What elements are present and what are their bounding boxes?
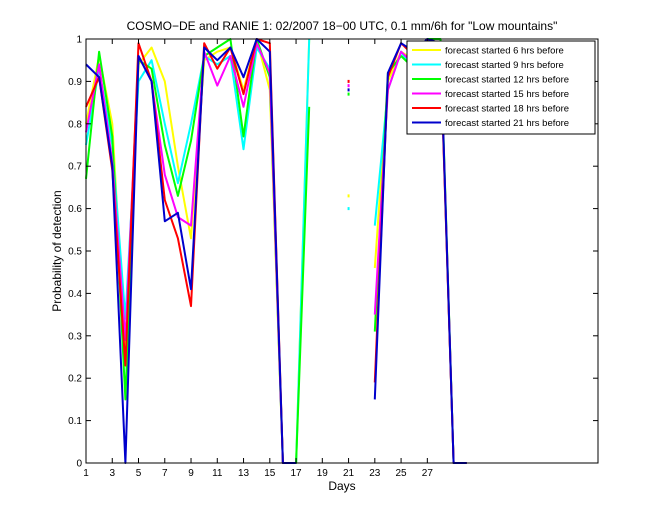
y-tick-label: 0.4 [68, 289, 82, 300]
x-tick-label: 5 [136, 468, 142, 479]
y-tick-label: 0.1 [68, 416, 82, 427]
y-axis-label: Probability of detection [50, 190, 64, 311]
x-tick-label: 23 [369, 468, 381, 479]
legend-entry: forecast started 21 hrs before [445, 118, 569, 129]
chart-title: COSMO−DE and RANIE 1: 02/2007 18−00 UTC,… [127, 19, 558, 33]
x-tick-label: 21 [343, 468, 355, 479]
series-line [85, 42, 297, 464]
data-point [347, 84, 350, 88]
series-line [85, 38, 297, 464]
x-tick-label: 9 [188, 468, 194, 479]
legend: forecast started 6 hrs before forecast st… [406, 40, 596, 135]
series-line [85, 38, 297, 464]
legend-entry: forecast started 12 hrs before [445, 75, 569, 86]
x-tick-label: 13 [238, 468, 250, 479]
data-point [347, 194, 350, 198]
x-tick-label: 11 [212, 468, 223, 479]
legend-entry: forecast started 6 hrs before [445, 46, 564, 57]
y-tick-label: 0 [76, 459, 82, 470]
y-tick-label: 1 [76, 35, 82, 46]
legend-entry: forecast started 18 hrs before [445, 104, 569, 115]
y-tick-label: 0.6 [68, 204, 82, 215]
axis-ticks: 1 3 5 7 9 11 13 15 17 19 21 23 25 2700.10.20.30.40.50… [68, 35, 598, 479]
data-point [347, 92, 350, 96]
legend-entry: forecast started 9 hrs before [445, 60, 564, 71]
x-tick-label: 1 [83, 468, 89, 479]
data-point [347, 207, 350, 211]
x-tick-label: 25 [396, 468, 408, 479]
data-point [347, 79, 350, 83]
y-tick-label: 0.7 [68, 162, 82, 173]
y-tick-label: 0.5 [68, 247, 82, 258]
data-point [347, 88, 350, 92]
x-tick-label: 27 [422, 468, 434, 479]
legend-entry: forecast started 15 hrs before [445, 89, 569, 100]
x-tick-label: 7 [162, 468, 168, 479]
y-tick-label: 0.9 [68, 77, 82, 88]
x-tick-label: 3 [109, 468, 115, 479]
y-tick-label: 0.3 [68, 331, 82, 342]
y-tick-label: 0.2 [68, 374, 82, 385]
x-tick-label: 19 [317, 468, 329, 479]
y-tick-label: 0.8 [68, 119, 82, 130]
legend-box [406, 40, 596, 135]
x-tick-label: 15 [264, 468, 276, 479]
x-tick-label: 17 [290, 468, 302, 479]
x-axis-label: Days [328, 479, 355, 493]
